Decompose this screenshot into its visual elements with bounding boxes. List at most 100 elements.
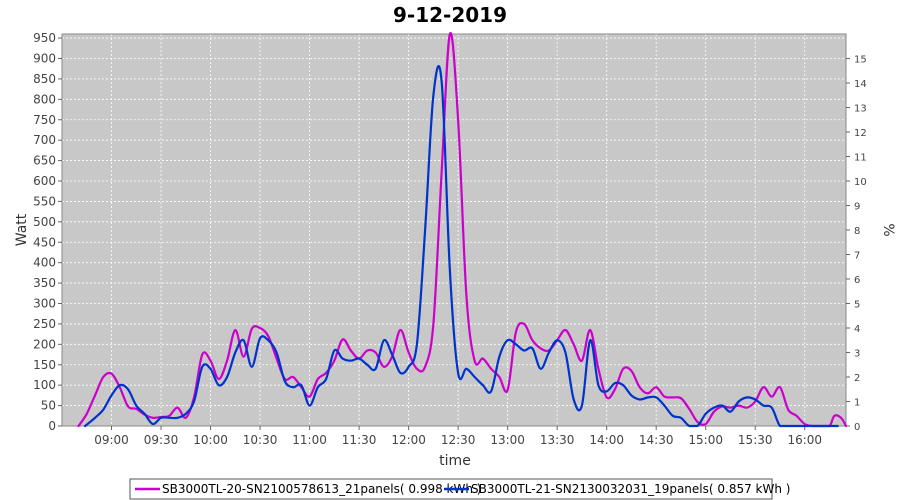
y2-tick-label: 6 — [854, 275, 860, 286]
data-point — [671, 396, 674, 399]
data-point — [787, 408, 790, 411]
data-point — [779, 386, 781, 389]
x-tick-label: 14:00 — [589, 433, 624, 447]
data-point — [416, 367, 418, 370]
data-point — [696, 421, 699, 423]
data-point — [630, 370, 633, 372]
data-point — [762, 404, 765, 407]
y-tick-label: 900 — [33, 52, 56, 66]
data-point — [449, 269, 451, 272]
data-point — [762, 386, 765, 389]
data-point — [250, 327, 253, 330]
y2-tick-label: 11 — [854, 153, 867, 164]
data-point — [143, 412, 146, 415]
data-point — [292, 376, 294, 378]
data-point — [589, 329, 592, 331]
data-point — [184, 416, 187, 419]
x-tick-label: 13:00 — [490, 433, 525, 447]
data-point — [845, 425, 847, 427]
data-point — [151, 416, 154, 419]
y-tick-label: 750 — [33, 113, 56, 127]
x-tick-label: 12:30 — [441, 433, 476, 447]
data-point — [366, 349, 369, 352]
data-point — [564, 329, 567, 331]
data-point — [234, 351, 237, 354]
data-point — [341, 357, 344, 360]
data-point — [663, 404, 666, 407]
y2-tick-label: 1 — [854, 398, 860, 409]
data-point — [84, 425, 86, 427]
data-point — [833, 414, 836, 417]
y-tick-label: 950 — [33, 31, 56, 45]
data-point — [688, 408, 691, 410]
data-point — [581, 359, 583, 362]
data-point — [308, 404, 311, 407]
data-point — [135, 408, 138, 410]
data-point — [704, 412, 707, 415]
data-point — [226, 376, 229, 378]
y2-tick-label: 8 — [854, 226, 860, 237]
data-point — [383, 365, 385, 368]
x-tick-label: 12:00 — [391, 433, 426, 447]
y2-tick-label: 7 — [854, 251, 860, 262]
data-point — [795, 425, 798, 427]
data-point — [399, 329, 402, 331]
data-point — [259, 327, 261, 329]
data-point — [746, 406, 748, 409]
y-tick-label: 0 — [48, 419, 56, 433]
data-point — [440, 80, 443, 82]
y-axis-label: Watt — [14, 213, 30, 246]
data-point — [259, 337, 261, 340]
data-point — [457, 118, 459, 121]
data-point — [449, 33, 451, 35]
y2-tick-label: 9 — [854, 202, 860, 213]
y-tick-label: 200 — [33, 337, 56, 351]
data-point — [432, 323, 435, 325]
data-point — [754, 400, 757, 403]
data-point — [201, 365, 204, 368]
data-point — [127, 405, 129, 408]
plot-area — [62, 34, 846, 426]
data-point — [490, 390, 492, 393]
data-point — [176, 416, 179, 419]
data-point — [490, 367, 492, 370]
data-point — [597, 367, 600, 370]
data-point — [160, 416, 162, 419]
y2-tick-label: 3 — [854, 349, 860, 360]
data-point — [638, 386, 641, 389]
data-point — [217, 384, 220, 387]
data-point — [374, 367, 377, 370]
data-point — [539, 347, 542, 350]
data-point — [704, 423, 707, 425]
data-point — [523, 349, 525, 352]
data-point — [696, 425, 699, 427]
y-tick-label: 600 — [33, 174, 56, 188]
y-tick-label: 800 — [33, 92, 56, 106]
data-point — [787, 425, 790, 427]
data-point — [391, 353, 393, 356]
x-tick-label: 09:00 — [94, 433, 129, 447]
data-point — [729, 410, 732, 413]
data-point — [151, 423, 154, 425]
data-point — [94, 416, 96, 419]
data-point — [275, 351, 278, 354]
y-tick-label: 450 — [33, 235, 56, 249]
data-point — [267, 335, 270, 338]
data-point — [94, 394, 96, 397]
data-point — [184, 412, 187, 415]
data-point — [267, 339, 270, 342]
data-point — [209, 367, 212, 370]
data-point — [713, 406, 715, 409]
legend: SB3000TL-20-SN2100578613_21panels( 0.998… — [129, 478, 790, 500]
y-tick-label: 650 — [33, 154, 56, 168]
data-point — [308, 395, 311, 398]
data-point — [589, 339, 592, 342]
data-point — [630, 394, 633, 397]
data-point — [795, 414, 798, 417]
data-point — [770, 406, 773, 409]
y2-axis-label: % — [880, 223, 896, 236]
data-point — [572, 398, 575, 401]
data-point — [176, 406, 179, 409]
y-tick-label: 300 — [33, 297, 56, 311]
